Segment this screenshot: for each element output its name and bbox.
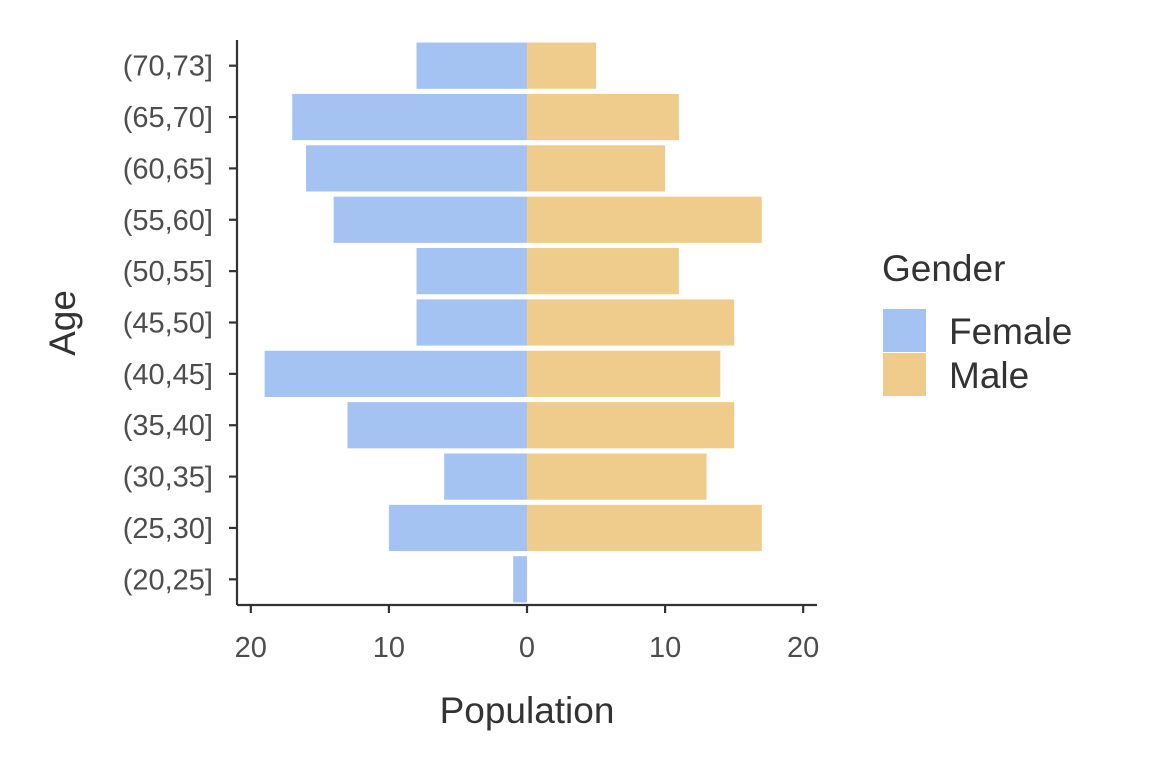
legend-title: Gender	[882, 248, 1005, 289]
bar-male-30-35	[527, 453, 707, 500]
y-tick-label: (55,60]	[123, 205, 213, 237]
x-axis-title: Population	[440, 690, 615, 731]
bar-female-20-25	[513, 556, 527, 603]
bar-male-45-50	[527, 299, 735, 346]
bar-female-25-30	[388, 504, 527, 552]
x-tick-label: 10	[649, 632, 681, 664]
bar-male-35-40	[527, 402, 735, 449]
bar-female-50-55	[416, 248, 527, 295]
bar-female-30-35	[444, 453, 527, 500]
bar-male-40-45	[527, 350, 721, 397]
y-axis-title: Age	[42, 290, 83, 356]
y-tick-label: (25,30]	[123, 513, 213, 545]
bar-female-60-65	[306, 145, 527, 192]
legend-swatch-male	[883, 353, 926, 396]
legend-label-female: Female	[949, 311, 1072, 352]
bar-female-65-70	[292, 93, 527, 141]
bar-female-55-60	[333, 196, 527, 243]
bar-male-25-30	[527, 504, 762, 552]
y-tick-label: (35,40]	[123, 410, 213, 442]
x-tick-label: 10	[373, 632, 405, 664]
bar-male-50-55	[527, 248, 679, 295]
bar-male-55-60	[527, 196, 762, 243]
y-tick-label: (70,73]	[123, 51, 213, 83]
bar-female-40-45	[264, 350, 527, 397]
bar-male-70-73	[527, 42, 597, 89]
bar-male-60-65	[527, 145, 666, 192]
bar-female-35-40	[347, 402, 527, 449]
x-tick-label: 0	[519, 632, 535, 664]
y-tick-label: (45,50]	[123, 308, 213, 340]
y-tick-label: (30,35]	[123, 462, 213, 494]
y-tick-label: (60,65]	[123, 153, 213, 185]
bars-layer	[264, 42, 762, 603]
y-tick-label: (50,55]	[123, 256, 213, 288]
bar-female-45-50	[416, 299, 527, 346]
legend-swatch-female	[883, 309, 926, 352]
bar-female-70-73	[416, 42, 527, 89]
y-tick-label: (40,45]	[123, 359, 213, 391]
x-tick-label: 20	[235, 632, 267, 664]
x-tick-label: 20	[787, 632, 819, 664]
y-tick-label: (65,70]	[123, 102, 213, 134]
legend-label-male: Male	[949, 355, 1029, 396]
y-tick-label: (20,25]	[123, 564, 213, 596]
bar-male-65-70	[527, 93, 679, 141]
axes-layer: (20,25] (25,30] (30,35] (35,40] (40,45] (45,5…	[123, 40, 819, 664]
